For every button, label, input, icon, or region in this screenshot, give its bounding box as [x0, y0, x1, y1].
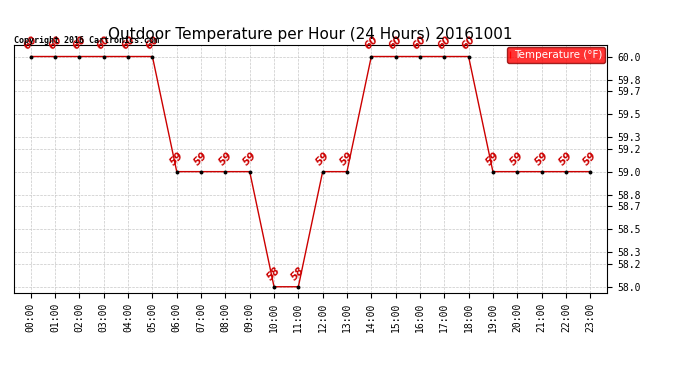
Point: [123, 54, 134, 60]
Text: 60: 60: [144, 34, 161, 52]
Text: 60: 60: [119, 34, 137, 52]
Text: 59: 59: [241, 150, 258, 167]
Point: [487, 169, 498, 175]
Text: 60: 60: [95, 34, 112, 52]
Point: [293, 284, 304, 290]
Point: [342, 169, 353, 175]
Text: Copyright 2016 Cartronics.com: Copyright 2016 Cartronics.com: [14, 36, 159, 45]
Text: 59: 59: [484, 150, 502, 167]
Point: [415, 54, 426, 60]
Text: 60: 60: [22, 34, 39, 52]
Point: [536, 169, 547, 175]
Point: [560, 169, 571, 175]
Text: 59: 59: [168, 150, 186, 167]
Text: 58: 58: [266, 265, 283, 282]
Point: [463, 54, 474, 60]
Point: [74, 54, 85, 60]
Text: 60: 60: [460, 34, 477, 52]
Point: [390, 54, 401, 60]
Title: Outdoor Temperature per Hour (24 Hours) 20161001: Outdoor Temperature per Hour (24 Hours) …: [108, 27, 513, 42]
Point: [366, 54, 377, 60]
Text: 59: 59: [217, 150, 234, 167]
Text: 59: 59: [509, 150, 526, 167]
Point: [317, 169, 328, 175]
Text: 59: 59: [338, 150, 355, 167]
Text: 60: 60: [46, 34, 63, 52]
Point: [584, 169, 595, 175]
Text: 60: 60: [363, 34, 380, 52]
Point: [50, 54, 61, 60]
Point: [98, 54, 109, 60]
Text: 60: 60: [411, 34, 428, 52]
Point: [195, 169, 206, 175]
Text: 59: 59: [314, 150, 331, 167]
Point: [512, 169, 523, 175]
Text: 58: 58: [290, 265, 307, 282]
Point: [244, 169, 255, 175]
Text: 59: 59: [558, 150, 575, 167]
Point: [171, 169, 182, 175]
Point: [147, 54, 158, 60]
Text: 60: 60: [435, 34, 453, 52]
Text: 60: 60: [71, 34, 88, 52]
Text: 60: 60: [387, 34, 404, 52]
Point: [268, 284, 279, 290]
Text: 59: 59: [193, 150, 210, 167]
Point: [439, 54, 450, 60]
Text: 59: 59: [582, 150, 599, 167]
Point: [220, 169, 231, 175]
Point: [26, 54, 37, 60]
Legend: Temperature (°F): Temperature (°F): [507, 47, 605, 63]
Text: 59: 59: [533, 150, 550, 167]
